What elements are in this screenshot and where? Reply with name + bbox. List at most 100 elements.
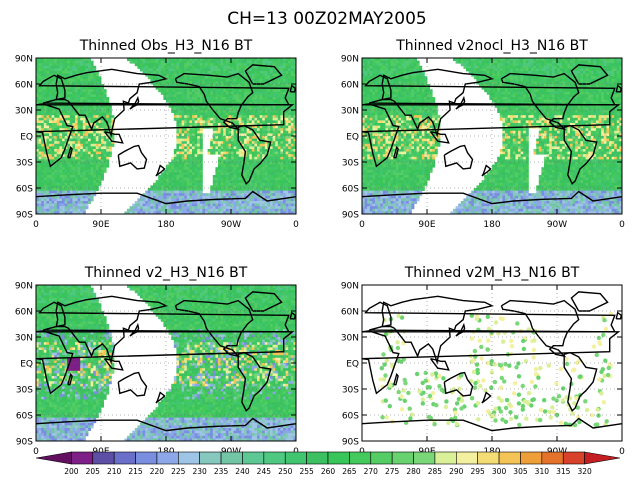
obs-point	[507, 363, 512, 368]
obs-point	[441, 376, 446, 381]
obs-point	[531, 355, 536, 360]
obs-point	[378, 377, 383, 382]
obs-point	[395, 345, 401, 351]
colorbar-swatch	[413, 451, 436, 465]
obs-point	[493, 418, 498, 423]
lat-tick-label: 30N	[15, 334, 33, 344]
obs-point	[514, 415, 519, 420]
colorbar-swatch	[71, 451, 94, 465]
coastline	[362, 190, 622, 205]
colorbar-swatch	[92, 451, 115, 465]
coastline	[362, 103, 621, 168]
obs-point	[574, 396, 579, 401]
obs-point	[423, 378, 428, 383]
colorbar-label: 290	[449, 467, 464, 476]
colorbar-label: 220	[150, 467, 165, 476]
coastline	[289, 84, 296, 93]
obs-point	[570, 368, 576, 373]
obs-point	[596, 413, 601, 418]
obs-point	[599, 391, 604, 396]
colorbar-swatch	[284, 451, 307, 465]
colorbar-swatch	[35, 451, 72, 465]
colorbar-swatch	[113, 451, 136, 465]
obs-point	[473, 380, 478, 386]
colorbar-label: 320	[577, 467, 592, 476]
obs-point	[475, 367, 480, 373]
colorbar-label: 235	[214, 467, 229, 476]
obs-point	[496, 406, 502, 411]
obs-point	[443, 404, 449, 410]
obs-point	[446, 420, 451, 426]
coastline	[237, 124, 272, 185]
obs-point	[384, 415, 389, 420]
colorbar-label: 270	[364, 467, 379, 476]
coastline	[237, 351, 272, 412]
obs-point	[486, 326, 492, 331]
obs-point	[509, 344, 515, 349]
colorbar-label: 275	[385, 467, 400, 476]
lat-tick-label: 30S	[342, 159, 359, 169]
obs-point	[572, 422, 578, 428]
lat-tick-label: 90N	[341, 55, 359, 65]
obs-point	[520, 383, 525, 389]
obs-point	[533, 384, 538, 389]
obs-point	[453, 415, 458, 420]
obs-point	[584, 407, 590, 413]
obs-point	[459, 406, 464, 411]
obs-point	[554, 398, 559, 403]
coastline	[430, 358, 450, 371]
obs-point	[542, 398, 547, 403]
obs-point	[596, 335, 602, 341]
lat-tick-label: 90N	[15, 282, 33, 292]
lon-tick-label: 0	[619, 447, 625, 457]
lat-tick-label: 60N	[15, 308, 33, 318]
colorbar-swatch	[349, 451, 372, 465]
obs-point	[469, 396, 475, 401]
obs-point	[603, 358, 608, 363]
obs-point	[501, 339, 506, 344]
obs-point	[605, 372, 611, 378]
coastline	[67, 145, 73, 159]
obs-point	[531, 347, 536, 353]
obs-point	[439, 387, 444, 392]
colorbar-swatch	[562, 451, 585, 465]
obs-point	[483, 388, 488, 393]
lon-tick-label: 90W	[547, 220, 567, 230]
map-panel-v2m: Thinned v2M_H3_N16 BT 90N 60N 30N EQ 30S 60S 9…	[341, 265, 625, 457]
lat-tick-label: 90S	[16, 438, 33, 448]
obs-point	[387, 404, 392, 409]
coastline	[67, 372, 73, 386]
coastline	[500, 72, 580, 131]
map-panel-v2: Thinned v2_H3_N16 BT 90N 60N 30N EQ 30S 60S 90…	[15, 265, 299, 457]
panel-title: Thinned v2M_H3_N16 BT	[404, 265, 580, 281]
obs-point	[401, 388, 406, 393]
obs-point	[512, 381, 518, 386]
coastline	[104, 358, 124, 371]
obs-point	[437, 384, 442, 389]
obs-point	[578, 374, 583, 379]
obs-point	[477, 338, 482, 343]
obs-point	[496, 395, 501, 401]
colorbar-label: 225	[171, 467, 186, 476]
obs-point	[503, 362, 508, 367]
obs-point	[388, 383, 393, 388]
obs-point	[434, 403, 439, 408]
obs-point	[444, 399, 449, 404]
obs-point	[602, 318, 607, 323]
lat-tick-label: 90S	[342, 211, 359, 221]
colorbar-swatch	[541, 451, 564, 465]
figure-suptitle: CH=13 00Z02MAY2005	[227, 9, 426, 29]
lat-tick-label: 90S	[16, 211, 33, 221]
colorbar-label: 215	[128, 467, 143, 476]
lon-tick-label: 90E	[92, 220, 109, 230]
lat-tick-label: 60S	[16, 412, 33, 422]
obs-point	[521, 338, 526, 344]
colorbar-label: 200	[64, 467, 79, 476]
colorbar-label: 255	[299, 467, 314, 476]
obs-point	[417, 389, 422, 394]
colorbar-label: 205	[86, 467, 101, 476]
colorbar-swatch	[498, 451, 521, 465]
coastline	[393, 145, 399, 159]
obs-point	[458, 373, 464, 378]
obs-point	[538, 407, 544, 413]
